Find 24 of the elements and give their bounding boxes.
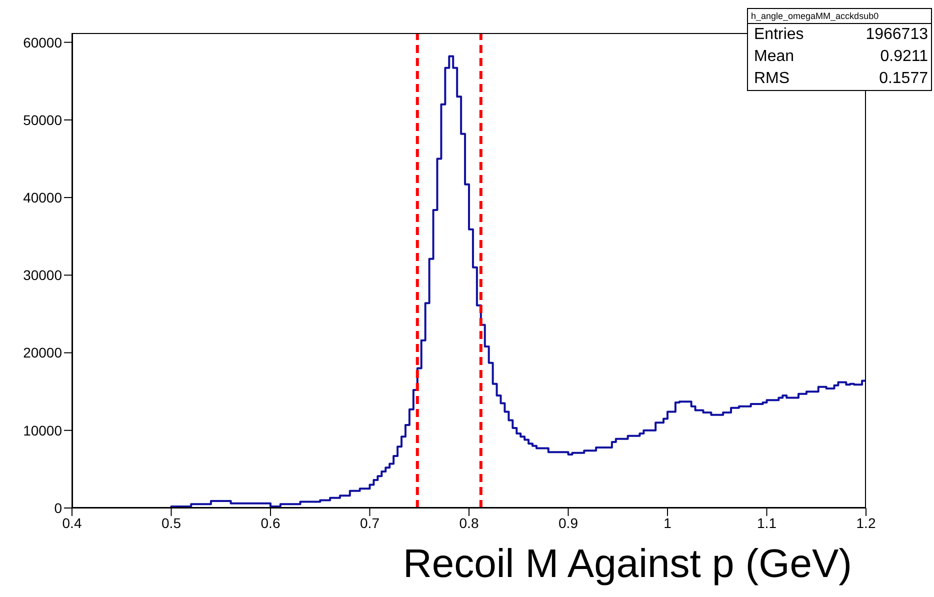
x-tick-label: 1.2 <box>856 514 876 531</box>
y-tick-label: 0 <box>54 500 62 516</box>
text: 0.9211 <box>880 47 928 67</box>
y-tick-label: 60000 <box>23 34 62 50</box>
text: h_angle_omegaMM_acckdsub0 <box>748 9 931 24</box>
x-axis-title: Recoil M Against p (GeV) <box>402 542 852 587</box>
annotation: Mean <box>754 47 794 67</box>
x-tick-label: 0.7 <box>360 514 380 531</box>
text: 0.1577 <box>879 69 928 89</box>
x-tick-label: 0.9 <box>558 514 578 531</box>
x-tick-label: 0.6 <box>260 514 280 531</box>
y-tick-label: 10000 <box>23 422 62 438</box>
x-tick-label: 0.8 <box>459 514 479 531</box>
y-tick-label: 40000 <box>23 190 62 206</box>
y-tick-label: 50000 <box>23 112 62 128</box>
y-tick-label: 30000 <box>23 267 62 284</box>
x-tick-label: 0.4 <box>62 514 82 531</box>
x-tick-label: 0.5 <box>162 514 182 531</box>
annotation: RMS <box>754 69 790 89</box>
x-tick-label: 1 <box>664 514 672 531</box>
annotation: 1966713 <box>866 25 928 45</box>
y-tick-label: 20000 <box>23 344 62 361</box>
annotation: Entries <box>754 25 804 45</box>
x-tick-label: 1.1 <box>757 514 777 531</box>
